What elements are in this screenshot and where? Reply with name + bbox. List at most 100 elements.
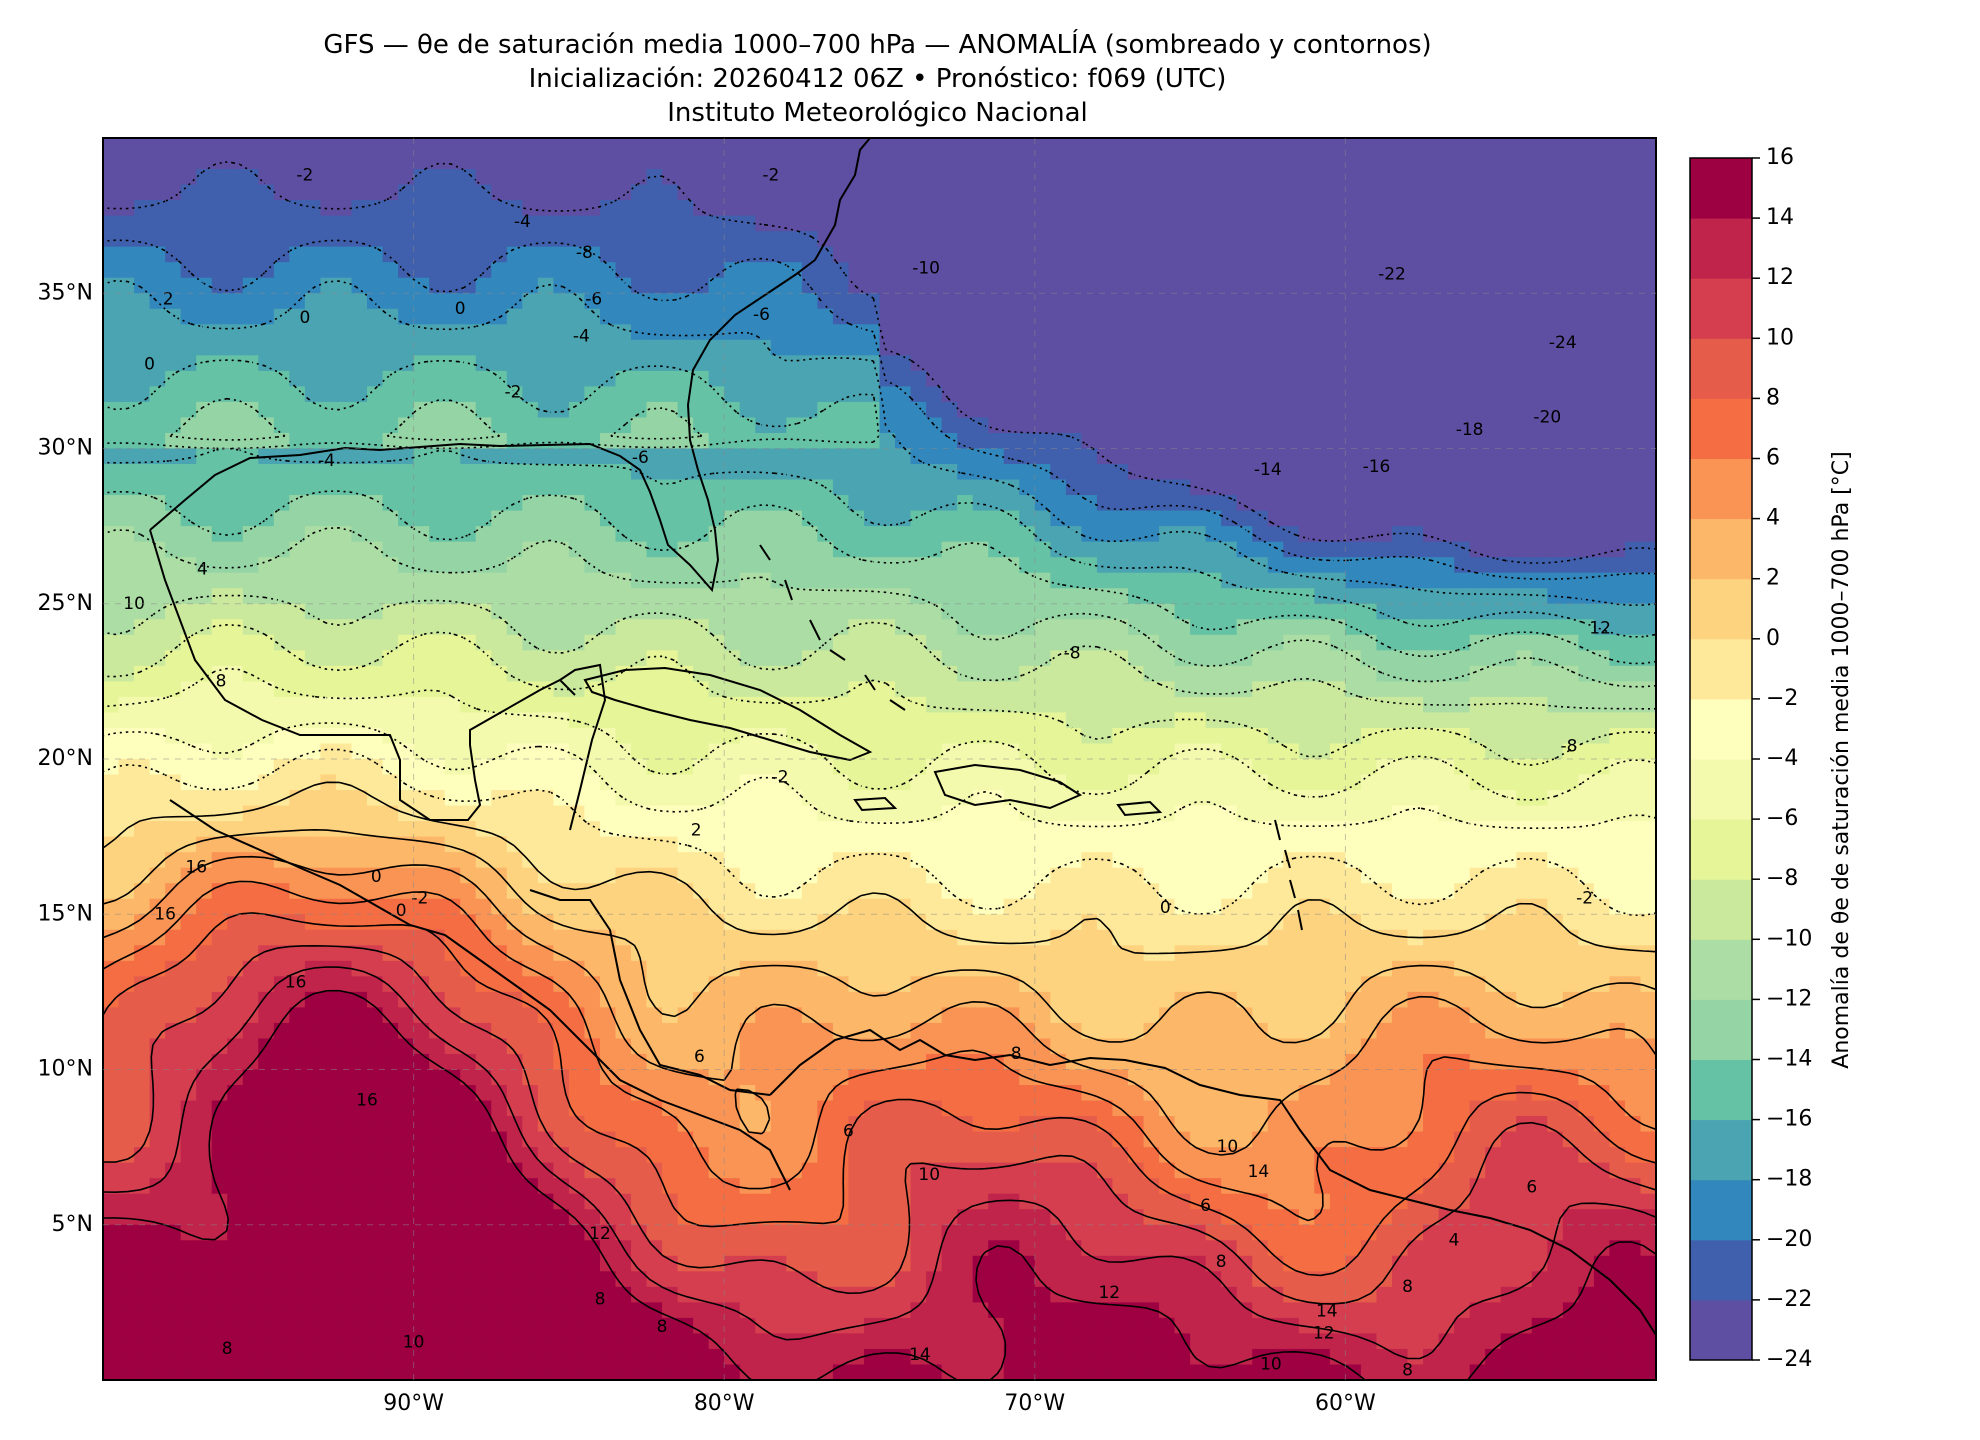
field-cell — [537, 836, 554, 853]
field-cell — [1376, 386, 1393, 403]
field-cell — [444, 867, 461, 884]
field-cell — [351, 588, 368, 605]
field-cell — [1609, 138, 1626, 155]
field-cell — [258, 759, 275, 776]
field-cell — [755, 805, 772, 822]
field-cell — [599, 805, 617, 822]
field-cell — [1081, 852, 1098, 869]
field-cell — [1500, 774, 1517, 791]
field-cell — [1236, 665, 1253, 682]
field-cell — [708, 883, 725, 900]
field-cell — [429, 479, 446, 496]
field-cell — [677, 526, 694, 543]
field-cell — [1034, 138, 1051, 155]
field-cell — [1096, 200, 1114, 217]
field-cell — [1578, 215, 1595, 232]
field-cell — [227, 603, 244, 620]
field-cell — [848, 588, 865, 605]
field-cell — [1252, 200, 1269, 217]
field-cell — [553, 836, 570, 853]
field-cell — [770, 370, 787, 388]
field-cell — [382, 790, 399, 807]
field-cell — [988, 308, 1005, 325]
field-cell — [1469, 417, 1486, 434]
field-cell — [553, 355, 570, 372]
field-cell — [118, 293, 135, 310]
field-cell — [1081, 308, 1098, 325]
field-cell — [1314, 138, 1331, 155]
field-cell — [1500, 759, 1517, 776]
field-cell — [1159, 821, 1176, 838]
field-cell — [708, 355, 725, 372]
field-cell — [848, 805, 865, 822]
field-cell — [910, 153, 927, 170]
field-cell — [1065, 308, 1082, 325]
field-cell — [1593, 401, 1611, 419]
field-cell — [631, 339, 648, 356]
field-cell — [1578, 883, 1595, 900]
field-cell — [1391, 898, 1409, 915]
field-cell — [273, 727, 290, 745]
field-cell — [553, 712, 570, 729]
field-cell — [1143, 479, 1160, 496]
field-cell — [149, 495, 166, 512]
field-cell — [786, 370, 803, 388]
field-cell — [1096, 215, 1114, 232]
field-cell — [863, 634, 881, 651]
field-cell — [1407, 262, 1424, 279]
field-cell — [1159, 169, 1176, 186]
field-cell — [1050, 184, 1067, 201]
field-cell — [1159, 867, 1176, 884]
field-cell — [149, 696, 166, 714]
field-cell — [801, 293, 818, 310]
field-cell — [1298, 588, 1315, 605]
field-cell — [103, 588, 120, 605]
field-cell — [103, 262, 120, 279]
field-cell — [1283, 898, 1300, 915]
field-cell — [1221, 169, 1238, 186]
field-cell — [1283, 277, 1300, 294]
field-cell — [1562, 619, 1579, 636]
field-cell — [1423, 603, 1440, 620]
field-cell — [817, 603, 834, 620]
field-cell — [413, 200, 430, 217]
field-cell — [1547, 262, 1564, 279]
field-cell — [1485, 727, 1502, 745]
field-cell — [289, 215, 306, 232]
field-cell — [103, 821, 120, 838]
field-cell — [1065, 727, 1082, 745]
field-cell — [1190, 665, 1207, 682]
field-cell — [165, 355, 182, 372]
field-cell — [724, 619, 741, 636]
field-cell — [1640, 588, 1656, 605]
field-cell — [1469, 603, 1486, 620]
field-cell — [1190, 805, 1207, 822]
field-cell — [568, 401, 586, 419]
field-cell — [444, 215, 461, 232]
field-cell — [1407, 231, 1424, 248]
field-cell — [1096, 138, 1114, 155]
field-cell — [631, 821, 648, 838]
field-cell — [1174, 386, 1191, 403]
field-cell — [1065, 246, 1082, 263]
field-cell — [786, 774, 803, 791]
field-cell — [382, 417, 399, 434]
field-cell — [693, 588, 710, 605]
field-cell — [693, 759, 710, 776]
field-cell — [1159, 557, 1176, 574]
field-cell — [1298, 603, 1315, 620]
field-cell — [367, 743, 384, 760]
field-cell — [972, 883, 989, 900]
field-cell — [1423, 153, 1440, 170]
field-cell — [786, 432, 803, 450]
field-cell — [413, 650, 430, 667]
field-cell — [1314, 541, 1331, 558]
field-cell — [134, 712, 151, 729]
field-cell — [1127, 821, 1145, 838]
field-cell — [863, 464, 881, 481]
field-cell — [180, 324, 197, 341]
field-cell — [1345, 696, 1362, 714]
field-cell — [957, 541, 974, 558]
field-cell — [677, 138, 694, 155]
field-cell — [1003, 200, 1020, 217]
